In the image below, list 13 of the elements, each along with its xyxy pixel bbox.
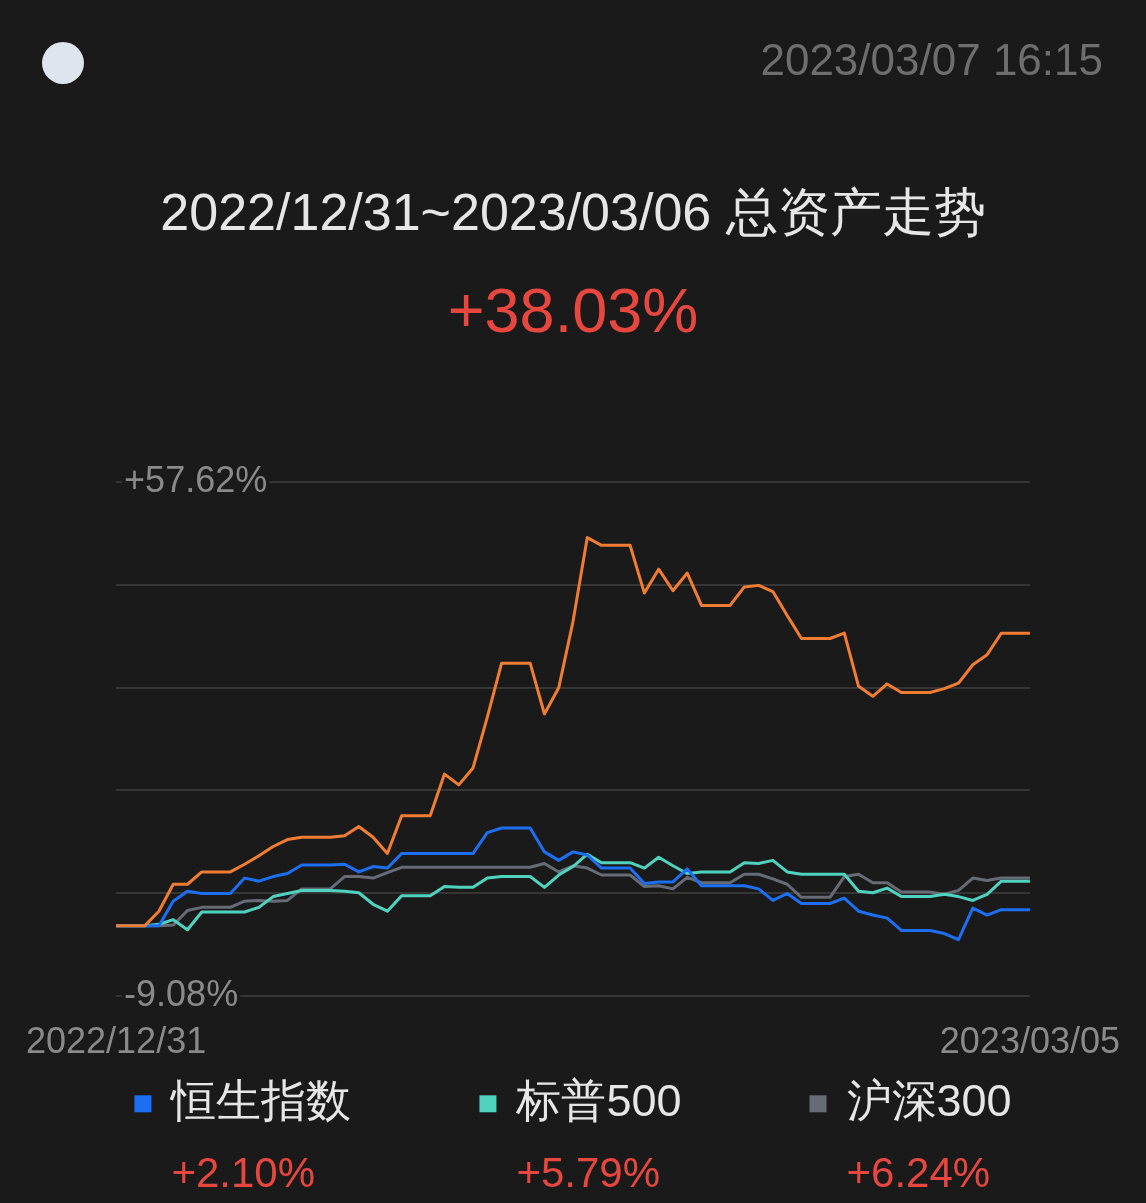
text: +5.79% <box>516 1149 661 1197</box>
chart-subtitle: +38.03% <box>447 274 699 345</box>
legend-label: 沪深300 <box>846 1075 1012 1127</box>
legend-label: 标普500 <box>515 1075 682 1127</box>
chart-title: 2022/12/31~2023/03/06 总资产走势 <box>160 182 986 241</box>
text: +2.10% <box>171 1149 316 1197</box>
x-tick-label: 2023/03/05 <box>939 1020 1121 1062</box>
y-tick-label: -9.08% <box>124 972 239 1014</box>
text: 2023/03/07 16:15 <box>760 35 1103 85</box>
y-tick-label: +57.62% <box>124 458 268 500</box>
x-tick-label: 2022/12/31 <box>25 1020 207 1062</box>
text: +6.24% <box>846 1149 991 1197</box>
legend-label: 恒生指数 <box>169 1075 352 1127</box>
